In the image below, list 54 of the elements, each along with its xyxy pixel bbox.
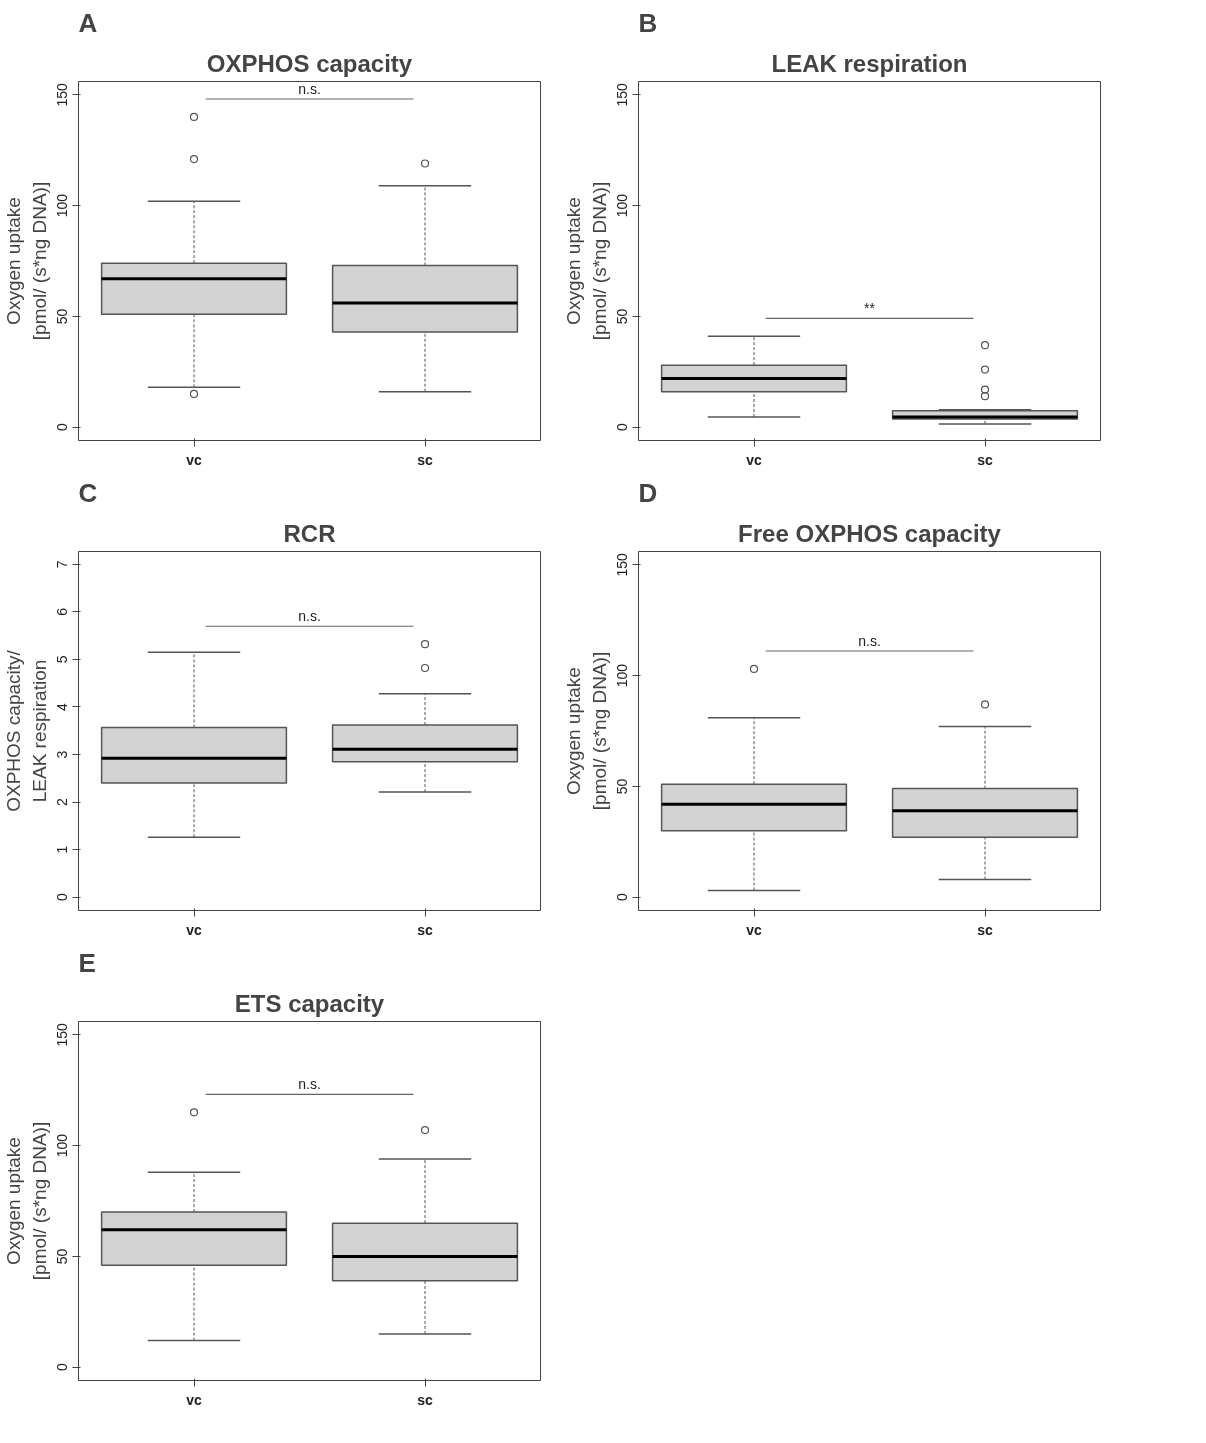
y-tick-label: 50 <box>54 1248 71 1265</box>
y-tick-label: 150 <box>614 82 631 107</box>
y-tick-label: 5 <box>54 655 71 664</box>
y-axis-title: Oxygen uptake [pmol/ (s*ng DNA)] <box>3 1121 50 1281</box>
annotation: n.s. <box>298 608 321 625</box>
annotation: n.s. <box>298 81 321 98</box>
x-tick-label: sc <box>977 921 993 938</box>
annotation: n.s. <box>858 633 881 649</box>
y-tick-label: 0 <box>54 423 71 432</box>
annotation: n.s. <box>298 1076 321 1093</box>
x-tick-label: vc <box>186 1391 202 1408</box>
x-tick-label: vc <box>746 921 762 938</box>
y-tick-label: 4 <box>54 702 71 711</box>
y-tick-label: 2 <box>54 797 71 806</box>
y-tick-label: 0 <box>54 893 71 902</box>
y-tick-label: 1 <box>54 845 71 854</box>
x-tick-label: sc <box>977 451 993 468</box>
y-axis-title: Oxygen uptake [pmol/ (s*ng DNA)] <box>563 651 610 811</box>
y-tick-label: 0 <box>54 1363 71 1372</box>
y-tick-label: 6 <box>54 607 71 616</box>
y-tick-label: 0 <box>614 893 631 902</box>
y-tick-label: 7 <box>54 560 71 569</box>
chart-title: OXPHOS capacity <box>206 49 413 77</box>
x-tick-label: vc <box>186 451 202 468</box>
y-tick-label: 100 <box>54 193 71 218</box>
y-tick-label: 150 <box>54 82 71 107</box>
y-axis-title: Oxygen uptake [pmol/ (s*ng DNA)] <box>3 181 50 341</box>
text: A <box>78 7 98 38</box>
text: E <box>78 947 96 978</box>
y-axis-title: OXPHOS capacity/ LEAK respiration <box>3 649 50 812</box>
y-tick-label: 100 <box>614 193 631 218</box>
chart-title: Free OXPHOS capacity <box>738 519 1002 547</box>
y-tick-label: 3 <box>54 750 71 759</box>
y-tick-label: 0 <box>614 423 631 432</box>
x-tick-label: sc <box>417 921 433 938</box>
y-tick-label: 150 <box>614 552 631 577</box>
y-tick-label: 50 <box>614 778 631 795</box>
x-tick-label: vc <box>186 921 202 938</box>
annotation: ** <box>864 300 876 317</box>
x-tick-label: sc <box>417 1391 433 1408</box>
x-tick-label: sc <box>417 451 433 468</box>
text: B <box>638 7 658 38</box>
text: D <box>638 477 658 508</box>
text: C <box>78 477 98 508</box>
y-tick-label: 50 <box>54 308 71 325</box>
chart-title: LEAK respiration <box>771 49 968 77</box>
chart-title: ETS capacity <box>234 989 385 1017</box>
x-tick-label: vc <box>746 451 762 468</box>
y-tick-label: 50 <box>614 308 631 325</box>
y-tick-label: 100 <box>54 1133 71 1158</box>
y-tick-label: 100 <box>614 663 631 688</box>
chart-title: RCR <box>283 519 336 547</box>
y-axis-title: Oxygen uptake [pmol/ (s*ng DNA)] <box>563 181 610 341</box>
y-tick-label: 150 <box>54 1022 71 1047</box>
